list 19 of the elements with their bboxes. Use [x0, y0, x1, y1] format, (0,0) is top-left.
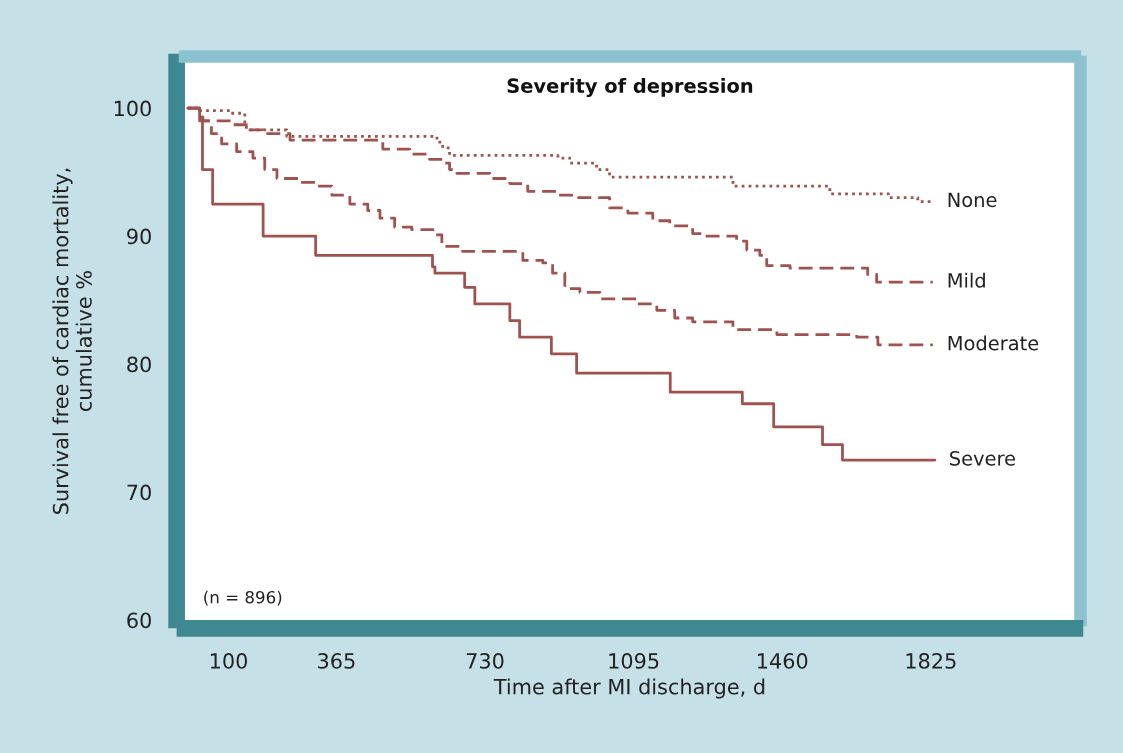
x-tick-label: 1460 [757, 653, 808, 669]
series-label: Mild [948, 272, 985, 288]
x-tick-label: 1825 [906, 653, 956, 669]
text: Severity of depression [507, 78, 753, 97]
y-tick-label: 70 [127, 484, 151, 501]
x-tick-label: 730 [466, 653, 504, 669]
series-label: None [948, 192, 997, 208]
y-tick-label: 80 [127, 356, 151, 373]
x-axis-title: Time after MI discharge, d [493, 678, 765, 699]
annotation: (n = 896) [204, 590, 282, 606]
y-tick-label: 60 [127, 612, 151, 629]
x-tick-label: 100 [210, 653, 248, 669]
x-tick-label: 1095 [609, 653, 659, 669]
series-label: Severe [950, 450, 1016, 466]
y-tick-label: 100 [114, 100, 151, 117]
y-axis-title: Survival free of cardiac mortality, cumulative % [52, 168, 92, 514]
y-tick-label: 90 [127, 228, 151, 245]
series-label: Moderate [948, 335, 1039, 351]
x-tick-label: 365 [318, 653, 355, 669]
